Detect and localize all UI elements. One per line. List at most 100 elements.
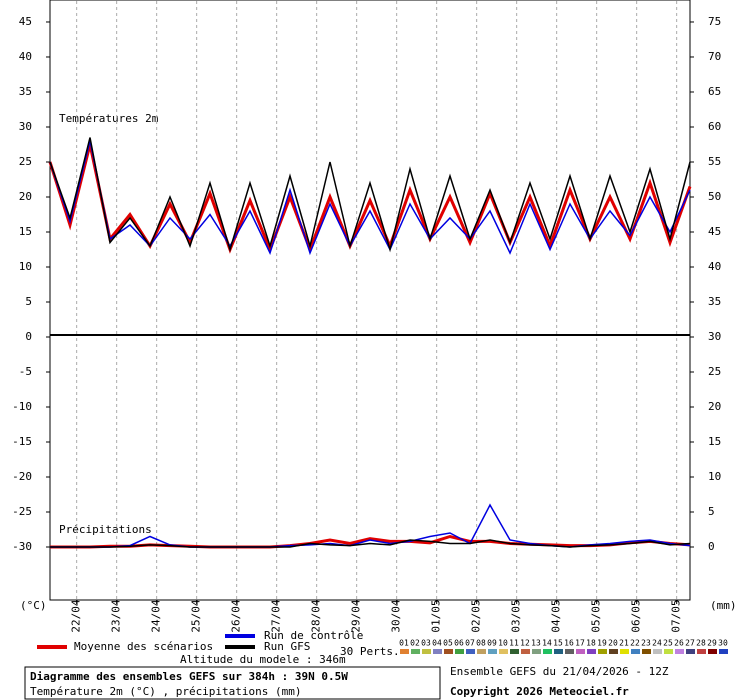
y2-tick-label: 10 xyxy=(708,470,721,483)
pert-label: 10 xyxy=(498,639,508,648)
series-line xyxy=(50,539,691,548)
pert-label: 07 xyxy=(465,639,475,648)
y2-tick-label: 45 xyxy=(708,225,721,238)
pert-label: 01 xyxy=(399,639,409,648)
pert-swatch xyxy=(664,649,673,654)
pert-label: 05 xyxy=(443,639,453,648)
pert-swatch xyxy=(598,649,607,654)
run-info: Ensemble GEFS du 21/04/2026 - 12Z xyxy=(450,665,669,678)
pert-swatch xyxy=(631,649,640,654)
pert-label: 19 xyxy=(597,639,607,648)
legend-label: Run GFS xyxy=(264,640,310,653)
pert-swatch xyxy=(532,649,541,654)
pert-label: 26 xyxy=(674,639,684,648)
pert-swatch xyxy=(686,649,695,654)
pert-swatch xyxy=(411,649,420,654)
pert-swatch xyxy=(433,649,442,654)
pert-swatch xyxy=(565,649,574,654)
pert-label: 29 xyxy=(707,639,717,648)
y2-tick-label: 55 xyxy=(708,155,721,168)
unit-label: (mm) xyxy=(710,599,737,612)
pert-label: 24 xyxy=(652,639,662,648)
x-tick-label: 27/04 xyxy=(270,599,283,632)
pert-swatch xyxy=(587,649,596,654)
panel-title: Températures 2m xyxy=(59,112,159,125)
pert-swatch xyxy=(444,649,453,654)
pert-swatch xyxy=(620,649,629,654)
pert-swatch xyxy=(499,649,508,654)
y-tick-label: 5 xyxy=(25,295,32,308)
pert-swatch xyxy=(554,649,563,654)
x-tick-label: 22/04 xyxy=(70,599,83,632)
pert-swatch xyxy=(576,649,585,654)
y2-tick-label: 75 xyxy=(708,15,721,28)
pert-label: 21 xyxy=(619,639,629,648)
x-tick-label: 30/04 xyxy=(390,599,403,632)
y-tick-label: 15 xyxy=(19,225,32,238)
y-tick-label: 10 xyxy=(19,260,32,273)
y-tick-label: 20 xyxy=(19,190,32,203)
pert-label: 15 xyxy=(553,639,563,648)
pert-label: 03 xyxy=(421,639,431,648)
y2-tick-label: 40 xyxy=(708,260,721,273)
pert-swatch xyxy=(653,649,662,654)
pert-swatch xyxy=(455,649,464,654)
y-tick-label: 35 xyxy=(19,85,32,98)
y2-tick-label: 65 xyxy=(708,85,721,98)
pert-swatch xyxy=(521,649,530,654)
pert-label: 16 xyxy=(564,639,574,648)
x-tick-label: 01/05 xyxy=(430,599,443,632)
pert-swatch xyxy=(477,649,486,654)
footer-subtitle: Température 2m (°C) , précipitations (mm… xyxy=(30,685,302,698)
x-tick-label: 28/04 xyxy=(310,599,323,632)
pert-swatch xyxy=(642,649,651,654)
pert-label: 17 xyxy=(575,639,585,648)
y2-tick-label: 15 xyxy=(708,435,721,448)
pert-label: 12 xyxy=(520,639,530,648)
pert-label: 02 xyxy=(410,639,420,648)
pert-swatch xyxy=(510,649,519,654)
x-tick-label: 06/05 xyxy=(630,599,643,632)
pert-label: 22 xyxy=(630,639,640,648)
pert-swatch xyxy=(422,649,431,654)
x-tick-label: 07/05 xyxy=(670,599,683,632)
y2-tick-label: 50 xyxy=(708,190,721,203)
series-line xyxy=(48,144,692,254)
footer-title: Diagramme des ensembles GEFS sur 384h : … xyxy=(30,670,348,683)
copyright: Copyright 2026 Meteociel.fr xyxy=(450,685,629,698)
pert-label: 11 xyxy=(509,639,519,648)
x-tick-label: 29/04 xyxy=(350,599,363,632)
y-tick-label: -10 xyxy=(12,400,32,413)
series-line xyxy=(49,140,691,256)
y2-tick-label: 20 xyxy=(708,400,721,413)
pert-label: 28 xyxy=(696,639,706,648)
x-tick-label: 24/04 xyxy=(150,599,163,632)
pert-label: 08 xyxy=(476,639,486,648)
pert-label: 20 xyxy=(608,639,618,648)
pert-label: 25 xyxy=(663,639,673,648)
pert-swatch xyxy=(719,649,728,654)
y2-tick-label: 0 xyxy=(708,540,715,553)
y-tick-label: 25 xyxy=(19,155,32,168)
legend-label: Run de contrôle xyxy=(264,629,363,642)
y2-tick-label: 25 xyxy=(708,365,721,378)
pert-label: 13 xyxy=(531,639,541,648)
pert-swatch xyxy=(675,649,684,654)
y-tick-label: 40 xyxy=(19,50,32,63)
x-tick-label: 03/05 xyxy=(510,599,523,632)
pert-label: 06 xyxy=(454,639,464,648)
plot-frame xyxy=(49,0,691,601)
x-tick-label: 25/04 xyxy=(190,599,203,632)
pert-swatch xyxy=(543,649,552,654)
y-tick-label: -15 xyxy=(12,435,32,448)
pert-label: 04 xyxy=(432,639,442,648)
x-tick-label: 26/04 xyxy=(230,599,243,632)
y-tick-label: -20 xyxy=(12,470,32,483)
pert-swatch xyxy=(708,649,717,654)
y-tick-label: 30 xyxy=(19,120,32,133)
unit-label: (°C) xyxy=(20,599,47,612)
x-tick-label: 05/05 xyxy=(590,599,603,632)
altitude: Altitude du modele : 346m xyxy=(180,653,346,666)
y-tick-label: 0 xyxy=(25,330,32,343)
